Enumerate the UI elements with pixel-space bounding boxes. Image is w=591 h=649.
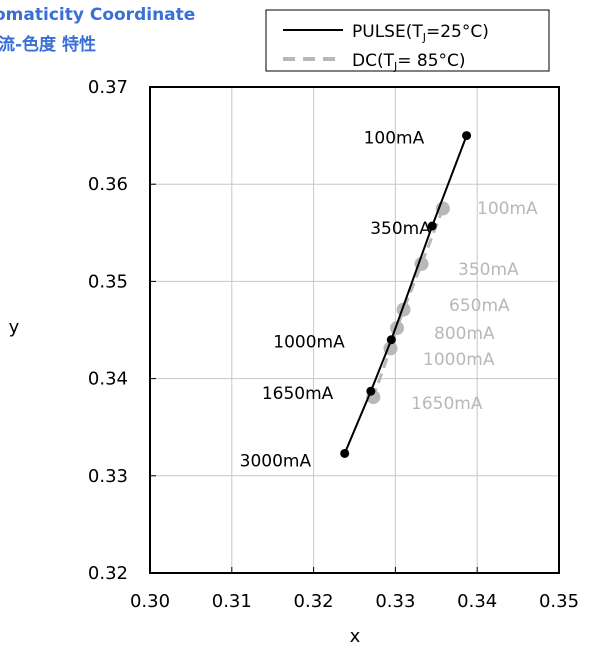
pulse-point: [366, 386, 376, 396]
pulse-point: [462, 131, 472, 141]
x-tick-label: 0.32: [294, 591, 334, 612]
pulse-point: [340, 448, 350, 458]
chart-title-line2: 流-色度 特性: [0, 34, 96, 55]
legend-dc-label: DC(TJ= 85°C): [352, 51, 466, 73]
dc-point-label: 350mA: [458, 260, 519, 280]
pulse-point: [386, 335, 396, 345]
x-tick-label: 0.33: [375, 591, 415, 612]
y-axis-label: y: [9, 317, 20, 338]
chart-title-line1: omaticity Coordinate: [0, 5, 195, 25]
pulse-point-label: 1650mA: [262, 384, 334, 404]
dc-point-label: 100mA: [477, 199, 538, 219]
x-tick-label: 0.30: [130, 591, 170, 612]
x-tick-label: 0.31: [212, 591, 252, 612]
pulse-point-label: 350mA: [370, 219, 431, 239]
plot-frame: [149, 86, 560, 574]
pulse-point-label: 1000mA: [273, 333, 345, 353]
dc-point-label: 650mA: [449, 296, 510, 316]
plot-grid: [150, 87, 559, 573]
y-tick-label: 0.32: [88, 563, 128, 584]
legend-pulse-label: PULSE(TJ=25°C): [352, 22, 489, 44]
dc-point-label: 800mA: [434, 324, 495, 344]
dc-point-label: 1650mA: [411, 394, 483, 414]
x-axis-label: x: [350, 626, 361, 647]
dc-series-line: [371, 207, 445, 398]
data-series: 100mA 350mA 1000mA 1650mA 3000mA 100mA 350mA 65…: [240, 129, 538, 472]
x-tick-label: 0.34: [457, 591, 497, 612]
y-tick-label: 0.35: [88, 271, 128, 292]
x-tick-label: 0.35: [539, 591, 579, 612]
y-tick-label: 0.34: [88, 369, 128, 390]
legend: PULSE(TJ=25°C) DC(TJ= 85°C): [265, 9, 550, 73]
y-tick-label: 0.36: [88, 174, 128, 195]
axis-ticks: 0.30 0.31 0.32 0.33 0.34 0.35 0.37 0.36 0.35 0.34…: [88, 77, 579, 612]
pulse-point-label: 3000mA: [240, 451, 312, 471]
dc-point-label: 1000mA: [423, 350, 495, 370]
y-tick-label: 0.33: [88, 466, 128, 487]
pulse-point-label: 100mA: [364, 129, 425, 149]
pulse-point: [427, 221, 437, 231]
y-tick-label: 0.37: [88, 77, 128, 98]
